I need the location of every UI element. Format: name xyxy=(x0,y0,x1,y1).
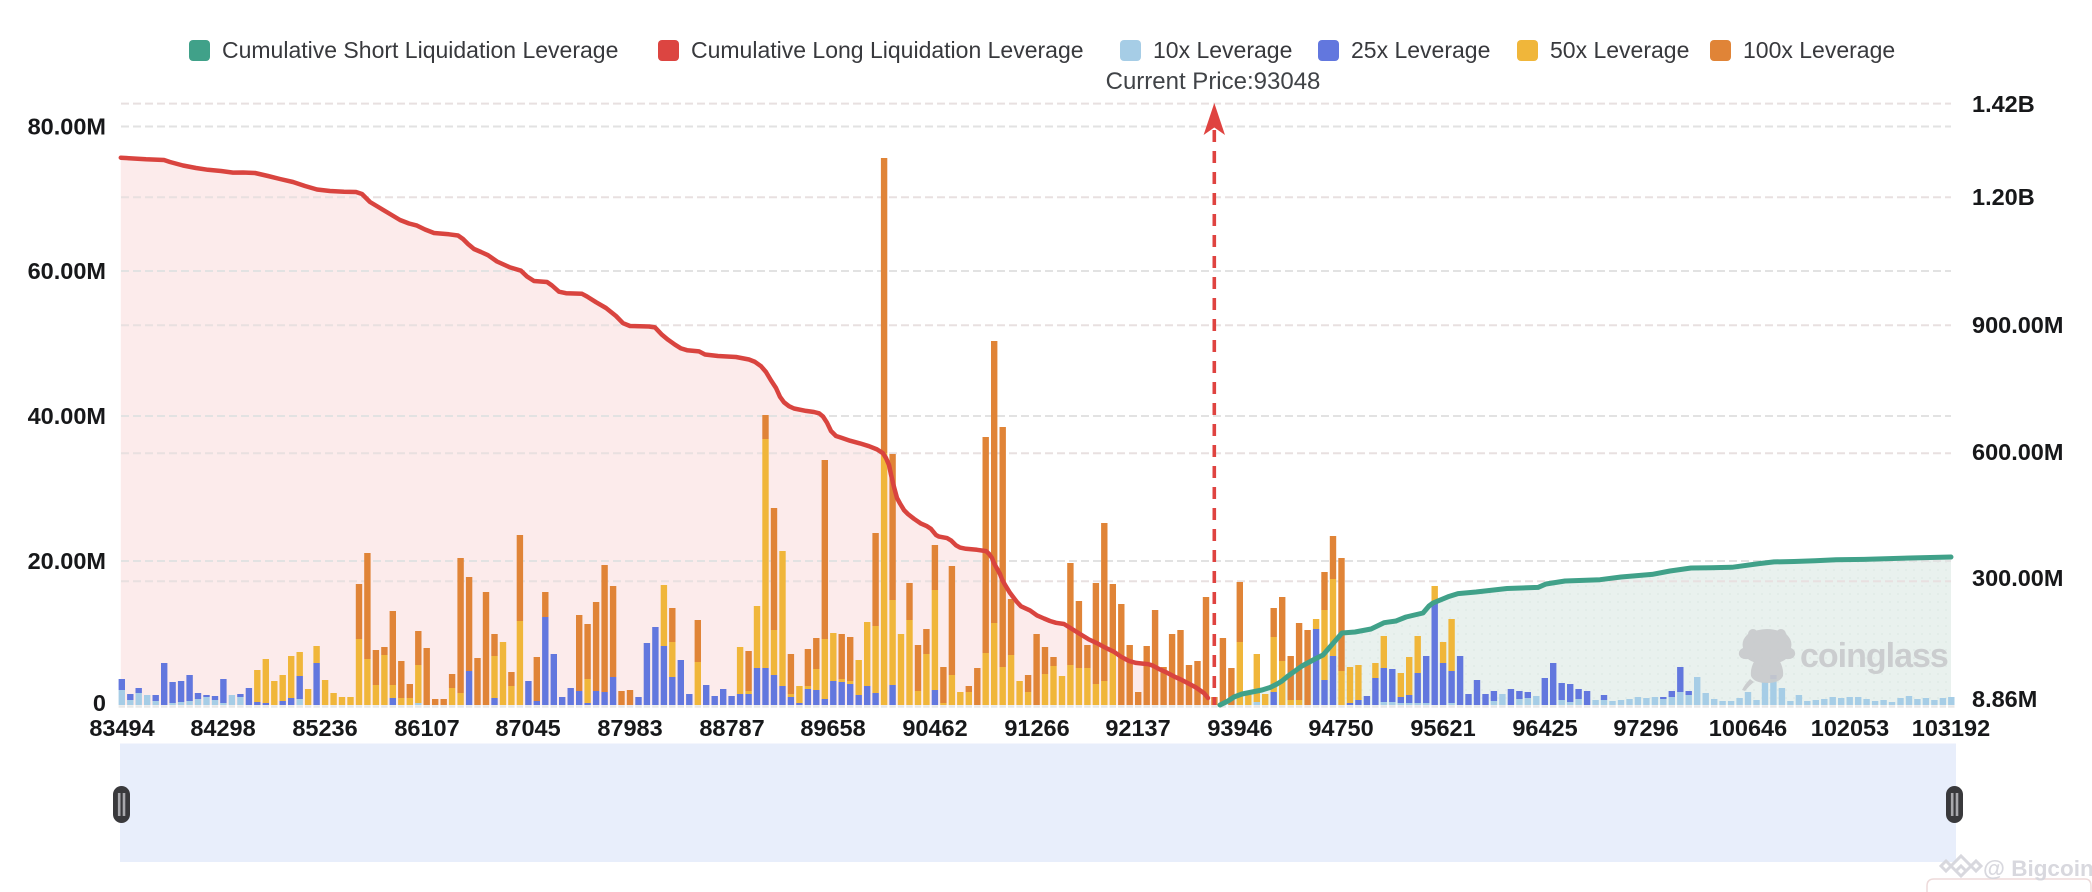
svg-text:100x Leverage: 100x Leverage xyxy=(1743,37,1895,63)
svg-text:1.42B: 1.42B xyxy=(1972,91,2035,117)
svg-text:Cumulative Long Liquidation Le: Cumulative Long Liquidation Leverage xyxy=(691,37,1084,63)
svg-text:100646: 100646 xyxy=(1709,715,1787,741)
svg-text:60.00M: 60.00M xyxy=(28,258,106,284)
svg-text:1.20B: 1.20B xyxy=(1972,184,2035,210)
svg-text:92137: 92137 xyxy=(1105,715,1170,741)
svg-text:coinglass: coinglass xyxy=(1800,637,1948,675)
svg-text:20.00M: 20.00M xyxy=(28,548,106,574)
svg-text:93946: 93946 xyxy=(1207,715,1272,741)
svg-text:40.00M: 40.00M xyxy=(28,403,106,429)
svg-text:90462: 90462 xyxy=(902,715,967,741)
svg-text:87045: 87045 xyxy=(495,715,560,741)
svg-text:80.00M: 80.00M xyxy=(28,114,106,140)
svg-text:0: 0 xyxy=(93,690,106,716)
svg-text:@ Bigcoin: @ Bigcoin xyxy=(1983,856,2092,881)
svg-text:94750: 94750 xyxy=(1308,715,1373,741)
svg-text:600.00M: 600.00M xyxy=(1972,439,2063,465)
svg-text:25x Leverage: 25x Leverage xyxy=(1351,37,1490,63)
svg-text:88787: 88787 xyxy=(699,715,764,741)
svg-text:Cumulative Short Liquidation L: Cumulative Short Liquidation Leverage xyxy=(222,37,618,63)
svg-text:87983: 87983 xyxy=(597,715,662,741)
svg-text:Current Price:93048: Current Price:93048 xyxy=(1106,68,1321,95)
svg-text:86107: 86107 xyxy=(394,715,459,741)
svg-text:103192: 103192 xyxy=(1912,715,1990,741)
svg-text:102053: 102053 xyxy=(1811,715,1889,741)
svg-text:85236: 85236 xyxy=(292,715,357,741)
svg-text:50x Leverage: 50x Leverage xyxy=(1550,37,1689,63)
svg-text:300.00M: 300.00M xyxy=(1972,565,2063,591)
svg-text:89658: 89658 xyxy=(800,715,865,741)
svg-text:8.86M: 8.86M xyxy=(1972,686,2037,712)
svg-text:97296: 97296 xyxy=(1613,715,1678,741)
svg-text:84298: 84298 xyxy=(190,715,255,741)
svg-text:91266: 91266 xyxy=(1004,715,1069,741)
svg-text:95621: 95621 xyxy=(1410,715,1475,741)
svg-text:96425: 96425 xyxy=(1512,715,1577,741)
svg-text:10x Leverage: 10x Leverage xyxy=(1153,37,1292,63)
svg-text:900.00M: 900.00M xyxy=(1972,312,2063,338)
svg-text:83494: 83494 xyxy=(89,715,154,741)
